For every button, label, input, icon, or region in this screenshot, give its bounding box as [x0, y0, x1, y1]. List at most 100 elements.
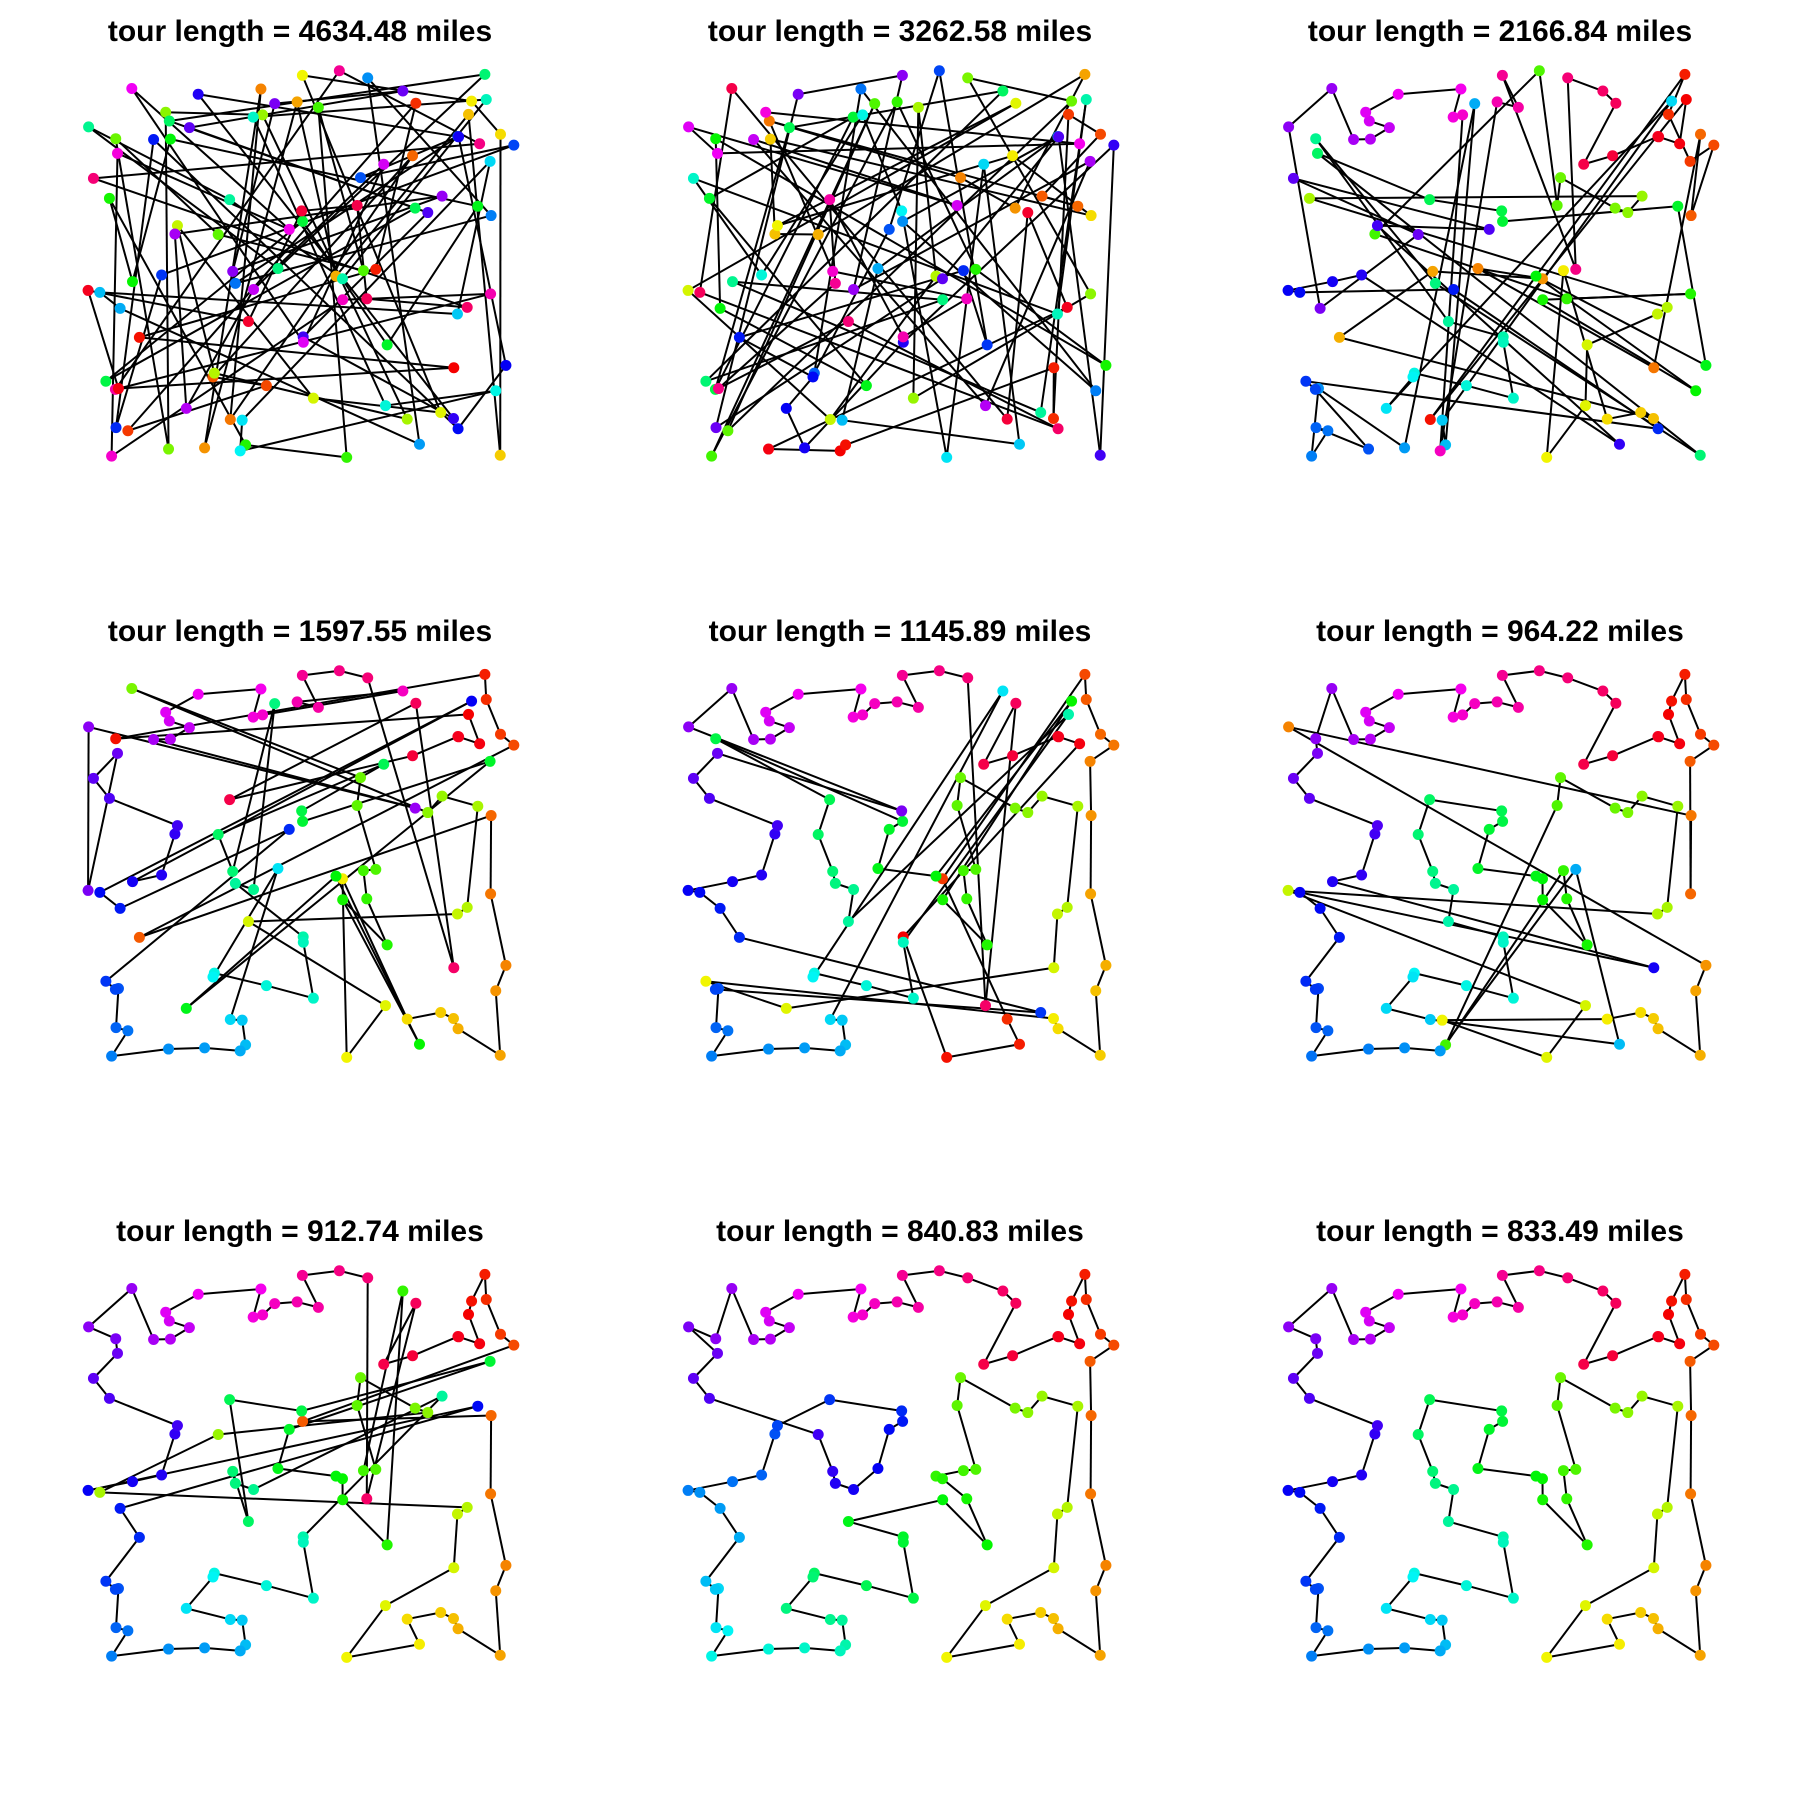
tour-edge: [1319, 1507, 1341, 1538]
city-point: [706, 1050, 718, 1062]
city-point: [413, 1038, 425, 1050]
tour-panel-2: tour length = 3262.58 miles: [600, 0, 1200, 600]
city-point: [422, 807, 434, 819]
city-point: [1530, 270, 1542, 282]
tour-edge: [902, 942, 915, 999]
city-point: [1424, 1394, 1436, 1406]
city-point: [94, 286, 106, 298]
city-point: [1496, 1405, 1508, 1417]
city-point: [227, 265, 239, 277]
tour-edge: [1089, 1493, 1107, 1566]
tour-edge: [687, 102, 1017, 292]
city-point: [780, 1002, 792, 1014]
city-point: [212, 828, 224, 840]
city-point: [1327, 876, 1339, 888]
city-point: [769, 828, 781, 840]
tour-edge: [817, 73, 1086, 236]
city-point: [156, 1469, 168, 1481]
city-point: [1447, 111, 1459, 123]
tour-edge: [407, 1011, 441, 1021]
tour-edge: [965, 1498, 989, 1546]
city-point: [1310, 422, 1322, 434]
city-point: [1491, 96, 1503, 108]
tour-edge: [902, 1269, 940, 1277]
city-point: [1533, 1265, 1545, 1277]
city-point: [82, 284, 94, 296]
city-point: [1022, 207, 1034, 219]
city-point: [163, 443, 175, 455]
city-point: [997, 685, 1009, 697]
city-point: [1371, 1420, 1383, 1432]
city-point: [1303, 1392, 1315, 1404]
city-point: [401, 413, 413, 425]
tour-edge: [960, 1376, 1016, 1409]
tour-edge: [760, 114, 864, 276]
city-point: [452, 1623, 464, 1635]
tour-edge: [902, 1542, 915, 1599]
tour-edge: [153, 738, 416, 810]
city-point: [1061, 901, 1073, 913]
city-point: [1294, 886, 1306, 898]
city-point: [1607, 150, 1619, 162]
city-point: [1424, 1613, 1436, 1625]
city-point: [682, 284, 694, 296]
tour-edge: [266, 1584, 314, 1600]
city-point: [981, 1539, 993, 1551]
tour-edge: [115, 673, 486, 740]
city-point: [1561, 1493, 1573, 1505]
city-point: [763, 1043, 775, 1055]
city-point: [110, 1022, 122, 1034]
tour-edge: [1287, 126, 1322, 309]
city-point: [1364, 1333, 1376, 1345]
city-point: [872, 263, 884, 275]
city-point: [827, 1465, 839, 1477]
city-point: [896, 205, 908, 217]
city-point: [461, 301, 473, 313]
city-point: [1309, 983, 1321, 995]
city-point: [82, 884, 94, 896]
city-point: [1090, 1585, 1102, 1597]
city-point: [94, 1486, 106, 1498]
tour-edge: [301, 763, 385, 812]
city-point: [733, 1531, 745, 1543]
tour-edge: [714, 127, 791, 390]
tour-edge: [466, 806, 479, 908]
tour-edge: [1386, 1007, 1431, 1021]
city-point: [1047, 1012, 1059, 1024]
tour-edge: [1545, 270, 1565, 458]
tour-edge: [1439, 101, 1499, 452]
city-point: [1579, 400, 1591, 412]
city-point: [156, 869, 168, 881]
city-point: [1094, 128, 1106, 140]
city-point: [1651, 908, 1663, 920]
city-point: [1007, 750, 1019, 762]
tour-edge: [699, 291, 1059, 430]
city-point: [714, 302, 726, 314]
city-point: [896, 1405, 908, 1417]
tour-edge: [1586, 313, 1658, 346]
city-point: [485, 1410, 497, 1422]
city-point: [1084, 1355, 1096, 1367]
city-point: [351, 799, 363, 811]
tour-edge: [975, 268, 1107, 367]
city-point: [1685, 888, 1697, 900]
city-point: [764, 1333, 776, 1345]
city-point: [756, 1469, 768, 1481]
tour-edge: [1319, 233, 1419, 310]
city-point: [82, 1484, 94, 1496]
tour-edge: [105, 828, 290, 983]
tour-edge: [832, 270, 967, 300]
city-point: [709, 1583, 721, 1595]
tour-edge: [87, 753, 119, 891]
city-point: [912, 101, 924, 113]
city-point: [236, 414, 248, 426]
city-point: [480, 693, 492, 705]
city-point: [291, 96, 303, 108]
tour-edge: [941, 1499, 988, 1546]
tour-edge: [765, 1293, 799, 1314]
city-point: [1530, 870, 1542, 882]
city-point: [836, 1614, 848, 1626]
city-point: [997, 1285, 1009, 1297]
tour-edge: [1657, 1627, 1701, 1657]
city-point: [453, 1331, 465, 1343]
